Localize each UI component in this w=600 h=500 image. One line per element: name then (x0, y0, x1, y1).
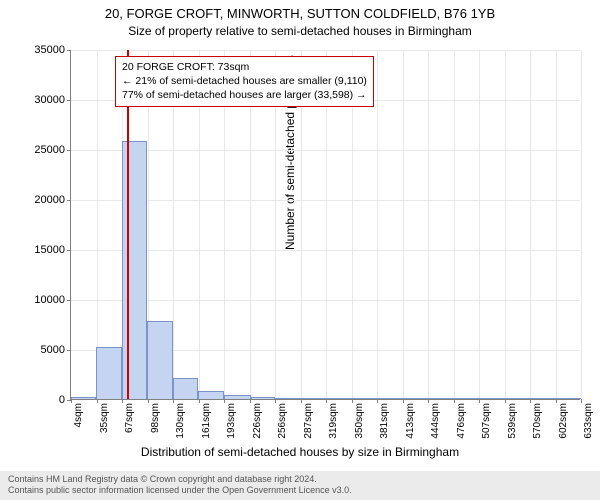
ytick-label: 25000 (34, 144, 71, 156)
xtick-label: 193sqm (226, 403, 237, 439)
xtick-label: 381sqm (379, 403, 390, 439)
histogram-bar (224, 395, 251, 399)
xtick-mark (148, 399, 149, 403)
histogram-bar (505, 398, 530, 399)
ytick-label: 30000 (34, 94, 71, 106)
gridline-v (505, 50, 506, 399)
xtick-mark (301, 399, 302, 403)
info-line-2: ← 21% of semi-detached houses are smalle… (122, 74, 367, 88)
chart-container: 20, FORGE CROFT, MINWORTH, SUTTON COLDFI… (0, 0, 600, 500)
xtick-label: 319sqm (328, 403, 339, 439)
ytick-label: 15000 (34, 244, 71, 256)
histogram-bar (479, 398, 505, 399)
ytick-label: 20000 (34, 194, 71, 206)
xtick-label: 413sqm (405, 403, 416, 439)
xtick-label: 476sqm (456, 403, 467, 439)
histogram-bar (326, 398, 351, 399)
gridline-v (581, 50, 582, 399)
xtick-label: 570sqm (532, 403, 543, 439)
xtick-mark (352, 399, 353, 403)
histogram-bar (300, 398, 326, 399)
histogram-bar (377, 398, 403, 399)
gridline-v (530, 50, 531, 399)
gridline-v (556, 50, 557, 399)
gridline-v (428, 50, 429, 399)
histogram-bar (352, 398, 377, 399)
ytick-label: 10000 (34, 294, 71, 306)
chart-subtitle: Size of property relative to semi-detach… (0, 22, 600, 38)
xtick-mark (122, 399, 123, 403)
xtick-mark (250, 399, 251, 403)
plot-area: 050001000015000200002500030000350004sqm3… (70, 50, 580, 400)
xtick-mark (326, 399, 327, 403)
xtick-mark (173, 399, 174, 403)
xtick-label: 633sqm (583, 403, 594, 439)
xtick-mark (479, 399, 480, 403)
xtick-label: 35sqm (99, 403, 110, 433)
xtick-label: 507sqm (481, 403, 492, 439)
xtick-mark (530, 399, 531, 403)
x-axis-label: Distribution of semi-detached houses by … (0, 445, 600, 459)
xtick-label: 226sqm (252, 403, 263, 439)
xtick-label: 256sqm (277, 403, 288, 439)
footer: Contains HM Land Registry data © Crown c… (0, 471, 600, 500)
xtick-label: 4sqm (73, 403, 84, 427)
xtick-mark (199, 399, 200, 403)
ytick-label: 0 (59, 394, 71, 406)
xtick-mark (556, 399, 557, 403)
marker-info-box: 20 FORGE CROFT: 73sqm ← 21% of semi-deta… (115, 56, 374, 107)
xtick-mark (224, 399, 225, 403)
xtick-mark (97, 399, 98, 403)
histogram-bar (275, 398, 300, 399)
gridline-v (479, 50, 480, 399)
xtick-label: 161sqm (201, 403, 212, 439)
chart-title: 20, FORGE CROFT, MINWORTH, SUTTON COLDFI… (0, 0, 600, 22)
xtick-label: 350sqm (354, 403, 365, 439)
histogram-bar (251, 397, 275, 399)
histogram-bar (198, 391, 224, 399)
xtick-mark (428, 399, 429, 403)
xtick-label: 98sqm (150, 403, 161, 433)
xtick-mark (581, 399, 582, 403)
ytick-label: 5000 (41, 344, 71, 356)
gridline-v (403, 50, 404, 399)
xtick-mark (505, 399, 506, 403)
histogram-bar (147, 321, 173, 399)
histogram-bar (530, 398, 556, 399)
histogram-bar (71, 397, 96, 399)
gridline-v (454, 50, 455, 399)
histogram-bar (403, 398, 428, 399)
histogram-bar (96, 347, 122, 399)
xtick-label: 130sqm (175, 403, 186, 439)
histogram-bar (454, 398, 479, 399)
histogram-bar (122, 141, 147, 399)
info-line-3: 77% of semi-detached houses are larger (… (122, 88, 367, 102)
xtick-label: 287sqm (303, 403, 314, 439)
gridline-v (377, 50, 378, 399)
histogram-bar (173, 378, 198, 399)
xtick-label: 539sqm (507, 403, 518, 439)
xtick-mark (275, 399, 276, 403)
xtick-label: 602sqm (558, 403, 569, 439)
footer-line-2: Contains public sector information licen… (8, 485, 592, 497)
footer-line-1: Contains HM Land Registry data © Crown c… (8, 474, 592, 486)
y-axis-label: Number of semi-detached properties (3, 55, 17, 250)
histogram-bar (556, 398, 581, 399)
ytick-label: 35000 (34, 44, 71, 56)
xtick-mark (377, 399, 378, 403)
xtick-label: 67sqm (124, 403, 135, 433)
info-line-1: 20 FORGE CROFT: 73sqm (122, 60, 367, 74)
xtick-mark (71, 399, 72, 403)
xtick-mark (454, 399, 455, 403)
xtick-mark (403, 399, 404, 403)
xtick-label: 444sqm (430, 403, 441, 439)
histogram-bar (428, 398, 454, 399)
